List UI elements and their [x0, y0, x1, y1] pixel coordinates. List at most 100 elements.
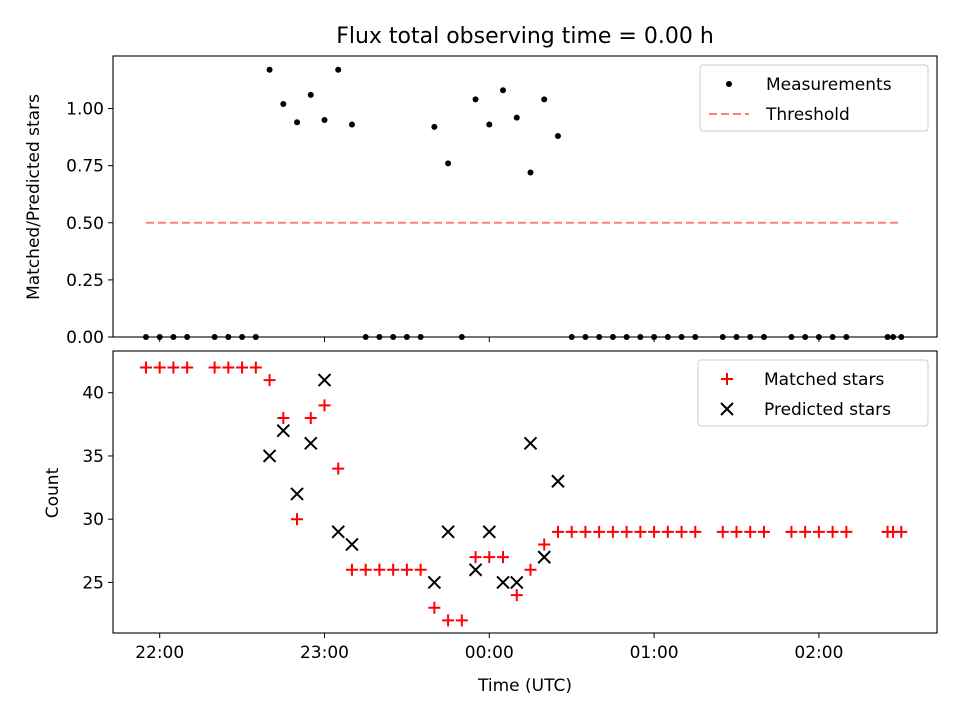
matched-star-point: [277, 412, 290, 425]
predicted-star-point: [331, 525, 345, 539]
matched-star-point: [304, 412, 317, 425]
matched-star-point: [167, 361, 180, 374]
matched-star-point: [648, 525, 661, 538]
measurement-point: [500, 87, 507, 94]
matched-star-point: [799, 525, 812, 538]
matched-star-point: [551, 525, 564, 538]
matched-star-point: [716, 525, 729, 538]
matched-star-point: [689, 525, 702, 538]
predicted-star-point: [276, 423, 291, 438]
matched-star-point: [620, 525, 633, 538]
ratio-y-axis-label: Matched/Predicted stars: [24, 94, 44, 300]
legend-entry-label: Predicted stars: [764, 400, 891, 420]
x-tick-label: 01:00: [630, 643, 679, 663]
matched-star-point: [785, 525, 798, 538]
y-tick-label: 0.25: [66, 271, 104, 291]
matched-star-point: [757, 525, 770, 538]
predicted-star-point: [262, 449, 277, 463]
measurement-point: [431, 123, 438, 130]
matched-star-point: [730, 525, 743, 538]
matched-star-point: [263, 374, 276, 387]
matched-star-point: [208, 361, 221, 374]
matched-star-point: [469, 551, 482, 564]
measurement-point: [554, 132, 561, 139]
x-tick-label: 02:00: [794, 643, 843, 663]
predicted-star-point: [290, 487, 304, 501]
matched-star-point: [249, 361, 262, 374]
matched-star-point: [593, 525, 606, 538]
legend-entry-label: Measurements: [766, 75, 892, 95]
ratio-legend: Measurements Threshold: [699, 64, 929, 132]
chart-title: Flux total observing time = 0.00 h: [336, 24, 714, 49]
y-tick-label: 35: [82, 447, 104, 467]
matched-star-point: [634, 525, 647, 538]
legend-marker-swatch: [726, 81, 732, 87]
predicted-star-point: [523, 436, 538, 451]
legend-box: [697, 359, 929, 427]
matched-star-point: [483, 551, 496, 564]
measurement-point: [486, 121, 493, 128]
measurement-point: [527, 169, 534, 176]
matched-star-point: [826, 525, 839, 538]
legend-entry-label: Threshold: [765, 105, 850, 125]
matched-star-point: [359, 563, 372, 576]
y-tick-label: 1.00: [66, 100, 104, 120]
matched-star-point: [428, 601, 441, 614]
matched-star-point: [442, 614, 455, 627]
legend-marker-swatch: [720, 402, 734, 416]
matched-star-point: [524, 563, 537, 576]
count-y-axis-label: Count: [43, 467, 63, 518]
y-tick-label: 25: [82, 573, 104, 593]
count-x-axis-label: Time (UTC): [477, 676, 572, 696]
count-legend: Matched stars Predicted stars: [697, 359, 929, 427]
matched-star-point: [236, 361, 249, 374]
count-plot-area: [139, 361, 908, 627]
measurement-point: [294, 119, 301, 126]
matched-star-point: [565, 525, 578, 538]
matched-star-point: [538, 538, 551, 551]
measurement-point: [445, 160, 452, 167]
matched-star-point: [332, 462, 345, 475]
measurement-point: [280, 100, 287, 107]
matched-star-point: [153, 361, 166, 374]
x-tick-label: 23:00: [300, 643, 349, 663]
legend-entry-label: Matched stars: [764, 370, 884, 390]
legend-marker-swatch: [721, 373, 733, 385]
ratio-panel: Flux total observing time = 0.00 h Match…: [24, 24, 938, 348]
y-tick-label: 30: [82, 510, 104, 530]
ratio-axis-ticks: 0.00 0.25 0.50 0.75 1.00: [66, 100, 820, 348]
y-tick-label: 0.50: [66, 214, 104, 234]
predicted-star-point: [496, 575, 510, 590]
matched-star-point: [345, 563, 358, 576]
measurement-point: [307, 91, 314, 98]
measurement-point: [335, 66, 342, 73]
measurement-point: [541, 96, 548, 103]
matched-star-point: [606, 525, 619, 538]
matched-star-point: [291, 513, 304, 526]
measurement-point: [348, 121, 355, 128]
y-tick-label: 0.00: [66, 328, 104, 348]
matched-star-point: [812, 525, 825, 538]
count-axis-ticks: 25 30 35 40 22:00 23:00 00:00 01:00 02:00: [82, 384, 843, 663]
legend-box: [699, 64, 929, 132]
predicted-star-point: [317, 373, 332, 387]
matched-star-point: [744, 525, 757, 538]
matched-star-point: [661, 525, 674, 538]
matched-star-point: [414, 563, 427, 576]
measurement-point: [266, 66, 273, 73]
predicted-star-point: [482, 525, 497, 539]
matched-star-point: [318, 399, 331, 412]
matched-star-point: [373, 563, 386, 576]
matched-star-point: [895, 525, 908, 538]
ratio-axes-frame: [112, 55, 938, 338]
matched-star-point: [840, 525, 853, 538]
measurement-point: [513, 114, 520, 121]
y-tick-label: 0.75: [66, 157, 104, 177]
matched-star-point: [455, 614, 468, 627]
matched-star-point: [497, 551, 510, 564]
matched-star-point: [387, 563, 400, 576]
matched-star-point: [579, 525, 592, 538]
count-axes-frame: [112, 350, 938, 634]
measurement-point: [472, 96, 479, 103]
matched-star-point: [510, 589, 523, 602]
